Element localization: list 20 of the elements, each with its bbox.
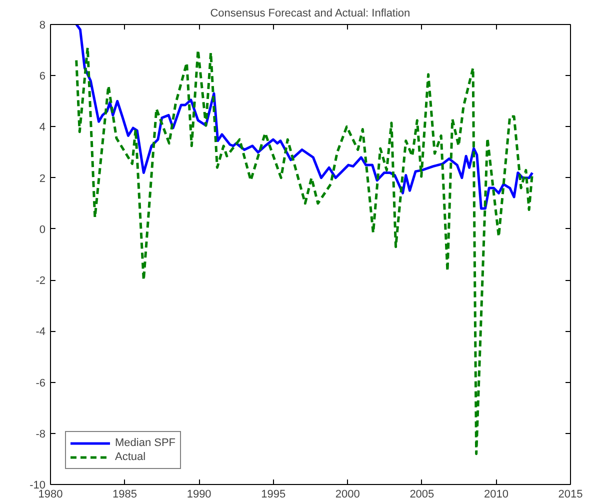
x-tick-label: 2010 — [484, 488, 508, 500]
y-tick-label: -6 — [36, 377, 46, 390]
chart-title: Consensus Forecast and Actual: Inflation — [210, 8, 410, 20]
legend-label: Actual — [115, 450, 146, 464]
y-tick-label: 8 — [39, 20, 46, 32]
y-tick-label: -2 — [36, 275, 46, 288]
x-tick-label: 2015 — [558, 488, 583, 500]
x-tick-label: 1990 — [186, 488, 212, 500]
x-tick-label: 1985 — [112, 488, 138, 500]
legend-label: Median SPF — [115, 436, 176, 450]
y-tick-label: 0 — [39, 224, 46, 236]
x-tick-label: 2005 — [410, 488, 434, 500]
y-tick-label: 6 — [39, 70, 46, 83]
y-tick-label: 4 — [39, 122, 46, 134]
x-tick-label: 1995 — [261, 488, 286, 500]
y-tick-label: -4 — [36, 326, 46, 338]
x-tick-label: 1980 — [38, 488, 63, 500]
y-tick-label: 2 — [39, 172, 46, 185]
y-tick-label: -8 — [36, 428, 46, 440]
x-tick-label: 2000 — [335, 488, 360, 500]
